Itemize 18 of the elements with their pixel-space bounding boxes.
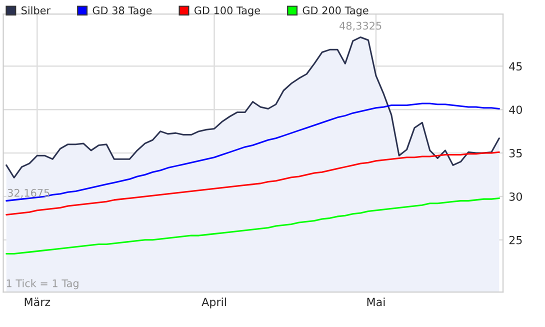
y-tick-label: 30 — [509, 192, 522, 201]
y-tick-label: 35 — [509, 149, 522, 158]
x-tick-label: Mai — [367, 298, 385, 306]
legend-label: GD 100 Tage — [194, 6, 260, 16]
line-series — [6, 151, 500, 216]
annotation: 1 Tick = 1 Tag — [6, 279, 78, 290]
y-tick-label: 40 — [509, 106, 522, 114]
x-tick-label: März — [24, 298, 50, 306]
legend-label: GD 200 Tage — [302, 6, 368, 16]
annotation: 32,1675 — [8, 188, 50, 198]
y-tick-label: 25 — [509, 236, 522, 244]
legend-label: Silber — [22, 6, 51, 14]
line-series — [6, 197, 500, 255]
x-tick-label: April — [202, 298, 226, 308]
legend-label: GD 38 Tage — [92, 6, 152, 16]
y-tick-label: 45 — [509, 62, 522, 71]
annotation: 48,3325 — [340, 22, 382, 31]
line-series — [6, 102, 500, 202]
